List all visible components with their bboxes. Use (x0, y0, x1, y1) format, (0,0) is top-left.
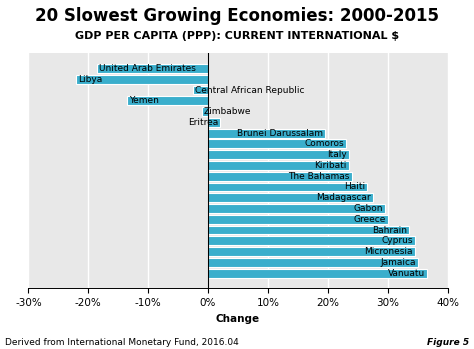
Bar (208, 150, 349, 159)
Text: Brunei Darussalam: Brunei Darussalam (237, 129, 323, 138)
Text: Kiribati: Kiribati (315, 161, 347, 170)
Text: Derived from International Monetary Fund, 2016.04: Derived from International Monetary Fund… (5, 338, 238, 347)
Bar (208, 183, 367, 191)
Text: Eritrea: Eritrea (188, 118, 218, 127)
Text: Gabon: Gabon (353, 204, 383, 213)
Text: 20 Slowest Growing Economies: 2000-2015: 20 Slowest Growing Economies: 2000-2015 (35, 7, 439, 25)
Text: Libya: Libya (78, 75, 102, 84)
Text: Yemen: Yemen (129, 96, 159, 105)
Bar (76, 75, 208, 84)
Text: Zimbabwe: Zimbabwe (204, 107, 251, 116)
Bar (208, 172, 352, 181)
Text: Cyprus: Cyprus (381, 236, 413, 245)
Bar (208, 193, 373, 202)
Text: Vanuatu: Vanuatu (388, 269, 425, 278)
Bar (208, 269, 427, 277)
Text: Italy: Italy (327, 150, 347, 159)
Bar (97, 64, 208, 73)
Bar (208, 236, 415, 245)
Text: United Arab Emirates: United Arab Emirates (99, 64, 196, 73)
Bar (208, 226, 409, 235)
Text: GDP PER CAPITA (PPP): CURRENT INTERNATIONAL $: GDP PER CAPITA (PPP): CURRENT INTERNATIO… (75, 31, 399, 42)
Bar (208, 129, 325, 138)
Text: Bahrain: Bahrain (372, 225, 407, 235)
Bar (202, 107, 208, 116)
Bar (208, 258, 418, 267)
Text: Figure 5: Figure 5 (427, 338, 469, 347)
Text: Madagascar: Madagascar (316, 193, 371, 202)
Text: Micronesia: Micronesia (365, 247, 413, 256)
Text: Greece: Greece (354, 215, 386, 224)
Bar (208, 140, 346, 148)
Bar (208, 247, 415, 256)
X-axis label: Change: Change (216, 313, 260, 324)
Text: Central African Republic: Central African Republic (195, 86, 304, 95)
Bar (208, 118, 220, 127)
Bar (208, 161, 349, 170)
Bar (193, 86, 208, 95)
Bar (208, 204, 384, 213)
Bar (127, 96, 208, 105)
Bar (208, 215, 388, 224)
Text: The Bahamas: The Bahamas (289, 172, 350, 181)
Text: Jamaica: Jamaica (380, 258, 416, 267)
Text: Comoros: Comoros (304, 139, 344, 148)
Text: Haiti: Haiti (344, 183, 365, 192)
